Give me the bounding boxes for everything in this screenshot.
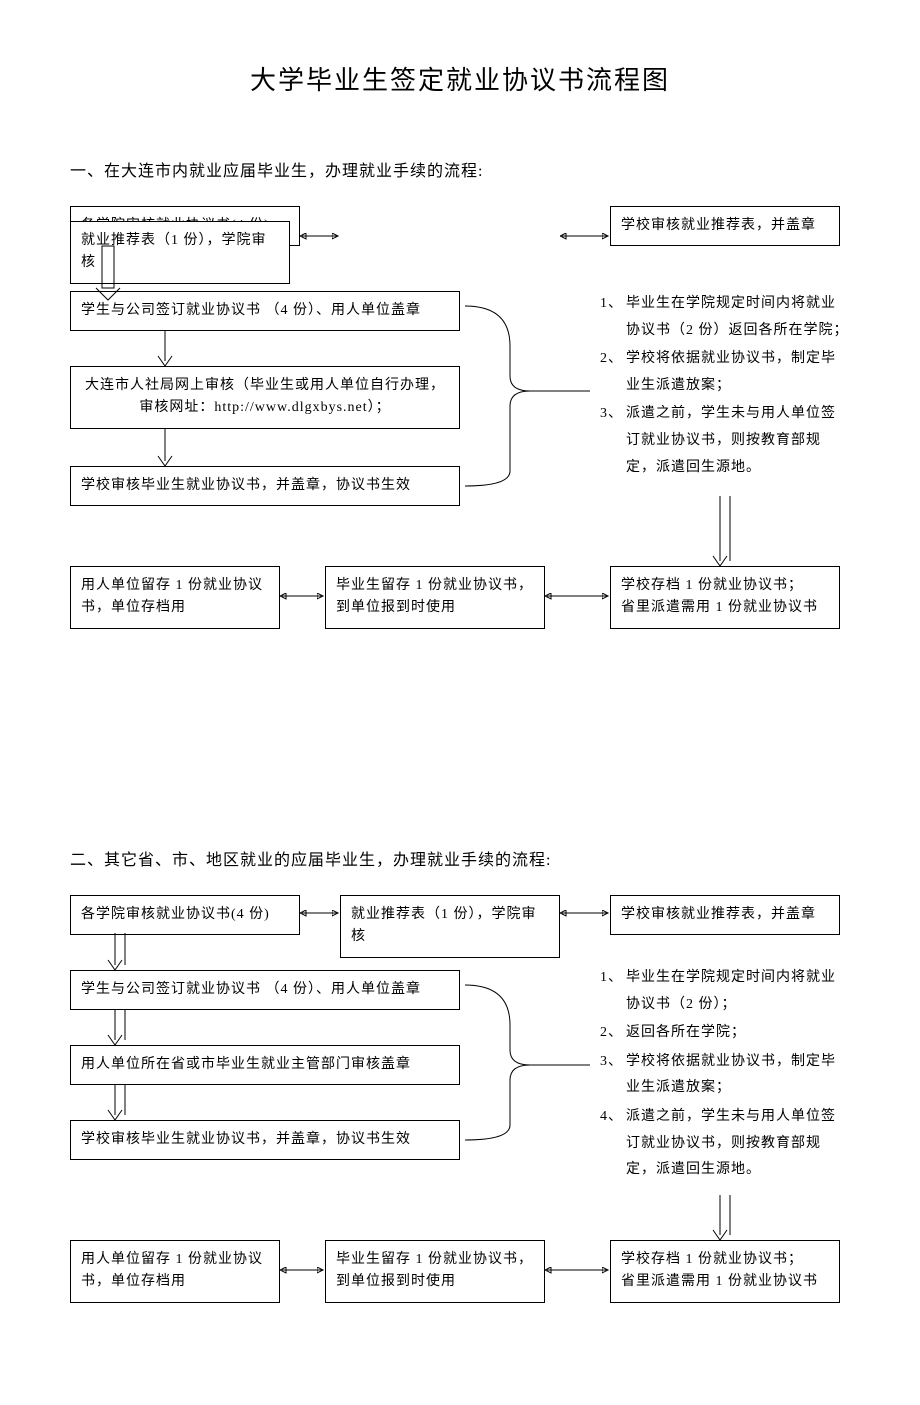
- s2-sidebar-list: 1、毕业生在学院规定时间内将就业协议书（2 份）； 2、返回各所在学院； 3、学…: [600, 965, 850, 1186]
- s1-box-b1: 学生与公司签订就业协议书 （4 份）、用人单位盖章: [70, 291, 460, 331]
- s1-list-item: 1、毕业生在学院规定时间内将就业协议书（2 份）返回各所在学院；: [600, 291, 850, 344]
- s2-box-d1: 学校审核毕业生就业协议书，并盖章，协议书生效: [70, 1120, 460, 1160]
- s1-e1-l2: 书，单位存档用: [81, 597, 269, 619]
- s1-e3-l2: 省里派遣需用 1 份就业协议书: [621, 597, 829, 619]
- s1-list-item: 3、派遣之前，学生未与用人单位签订就业协议书，则按教育部规定，派遣回生源地。: [600, 401, 850, 481]
- s1-list-text: 学校将依据就业协议书，制定毕业生派遣放案；: [626, 346, 850, 399]
- s1-list-text: 毕业生在学院规定时间内将就业协议书（2 份）返回各所在学院；: [626, 291, 850, 344]
- s2-e2-l1: 毕业生留存 1 份就业协议书，: [336, 1249, 534, 1271]
- diagram-2: 各学院审核就业协议书(4 份) 就业推荐表（1 份），学院审核 学校审核就业推荐…: [70, 895, 850, 1325]
- s1-list-num: 2、: [600, 346, 626, 399]
- s1-c1-line2: 审核网址：http://www.dlgxbys.net）；: [81, 397, 449, 419]
- s1-list-num: 3、: [600, 401, 626, 481]
- s2-box-c1: 用人单位所在省或市毕业生就业主管部门审核盖章: [70, 1045, 460, 1085]
- s1-box-e2: 毕业生留存 1 份就业协议书， 到单位报到时使用: [325, 566, 545, 629]
- s2-box-a2: 就业推荐表（1 份），学院审核: [340, 895, 560, 958]
- s2-list-text: 返回各所在学院；: [626, 1020, 746, 1047]
- s2-box-b1: 学生与公司签订就业协议书 （4 份）、用人单位盖章: [70, 970, 460, 1010]
- s1-box-e3: 学校存档 1 份就业协议书； 省里派遣需用 1 份就业协议书: [610, 566, 840, 629]
- s2-box-e3: 学校存档 1 份就业协议书； 省里派遣需用 1 份就业协议书: [610, 1240, 840, 1303]
- s2-list-item: 1、毕业生在学院规定时间内将就业协议书（2 份）；: [600, 965, 850, 1018]
- s2-list-num: 2、: [600, 1020, 626, 1047]
- s2-box-a3: 学校审核就业推荐表，并盖章: [610, 895, 840, 935]
- s2-list-num: 4、: [600, 1104, 626, 1184]
- s2-e1-l1: 用人单位留存 1 份就业协议: [81, 1249, 269, 1271]
- s1-box-a3: 学校审核就业推荐表，并盖章: [610, 206, 840, 246]
- s2-list-text: 派遣之前，学生未与用人单位签订就业协议书，则按教育部规定，派遣回生源地。: [626, 1104, 850, 1184]
- section2-heading: 二、其它省、市、地区就业的应届毕业生，办理就业手续的流程:: [70, 846, 850, 870]
- section1-heading: 一、在大连市内就业应届毕业生，办理就业手续的流程:: [70, 157, 850, 181]
- s1-box-a2: 就业推荐表（1 份），学院审核: [70, 221, 290, 284]
- s1-e1-l1: 用人单位留存 1 份就业协议: [81, 575, 269, 597]
- s2-box-a1: 各学院审核就业协议书(4 份): [70, 895, 300, 935]
- s1-box-e1: 用人单位留存 1 份就业协议 书，单位存档用: [70, 566, 280, 629]
- s1-box-c1: 大连市人社局网上审核（毕业生或用人单位自行办理， 审核网址：http://www…: [70, 366, 460, 429]
- s2-box-e1: 用人单位留存 1 份就业协议 书，单位存档用: [70, 1240, 280, 1303]
- s2-list-item: 3、学校将依据就业协议书，制定毕业生派遣放案；: [600, 1049, 850, 1102]
- s2-box-e2: 毕业生留存 1 份就业协议书， 到单位报到时使用: [325, 1240, 545, 1303]
- s2-e3-l1: 学校存档 1 份就业协议书；: [621, 1249, 829, 1271]
- s1-list-item: 2、学校将依据就业协议书，制定毕业生派遣放案；: [600, 346, 850, 399]
- s2-e3-l2: 省里派遣需用 1 份就业协议书: [621, 1271, 829, 1293]
- s2-list-num: 3、: [600, 1049, 626, 1102]
- s2-list-num: 1、: [600, 965, 626, 1018]
- s1-e3-l1: 学校存档 1 份就业协议书；: [621, 575, 829, 597]
- s1-list-text: 派遣之前，学生未与用人单位签订就业协议书，则按教育部规定，派遣回生源地。: [626, 401, 850, 481]
- s1-list-num: 1、: [600, 291, 626, 344]
- s2-e2-l2: 到单位报到时使用: [336, 1271, 534, 1293]
- s2-e1-l2: 书，单位存档用: [81, 1271, 269, 1293]
- s2-list-text: 毕业生在学院规定时间内将就业协议书（2 份）；: [626, 965, 850, 1018]
- s1-e2-l2: 到单位报到时使用: [336, 597, 534, 619]
- s1-e2-l1: 毕业生留存 1 份就业协议书，: [336, 575, 534, 597]
- s2-list-item: 4、派遣之前，学生未与用人单位签订就业协议书，则按教育部规定，派遣回生源地。: [600, 1104, 850, 1184]
- s1-c1-line1: 大连市人社局网上审核（毕业生或用人单位自行办理，: [81, 375, 449, 397]
- diagram-1: 各学院审核就业协议书(4 份) 就业推荐表（1 份），学院审核 学校审核就业推荐…: [70, 206, 850, 686]
- s1-box-d1: 学校审核毕业生就业协议书，并盖章，协议书生效: [70, 466, 460, 506]
- s2-list-text: 学校将依据就业协议书，制定毕业生派遣放案；: [626, 1049, 850, 1102]
- s2-list-item: 2、返回各所在学院；: [600, 1020, 850, 1047]
- s1-sidebar-list: 1、毕业生在学院规定时间内将就业协议书（2 份）返回各所在学院； 2、学校将依据…: [600, 291, 850, 483]
- page-title: 大学毕业生签定就业协议书流程图: [70, 60, 850, 97]
